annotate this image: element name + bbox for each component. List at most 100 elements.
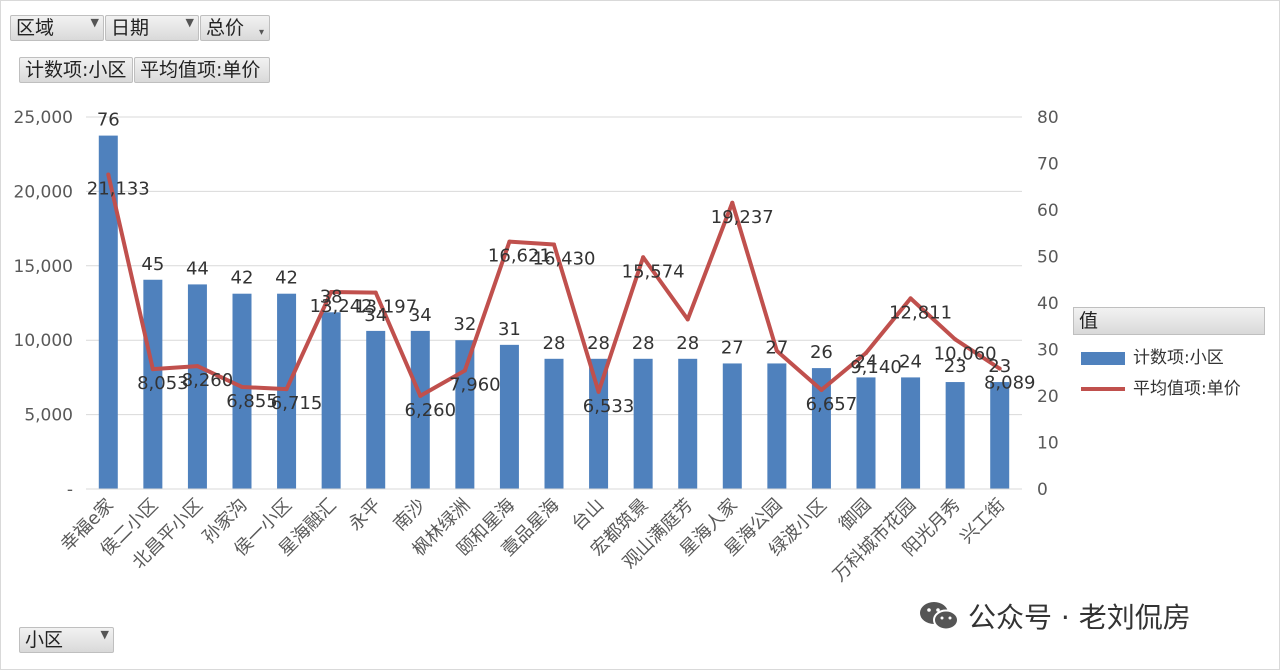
legend-item-count: 计数项:小区 [1081,343,1224,368]
bar [499,344,519,489]
data-labels: 76 45 44 42 42 38 34 34 32 31 28 28 28 28 27 27 26 24 24 23… [87,110,1036,421]
bar-value-label: 34 [364,305,387,326]
dropdown-icon: ▾ [258,27,264,38]
line-value-label: 8,089 [984,373,1036,394]
line-value-label: 8,053 [137,373,189,394]
line-point [552,242,556,247]
legend-item-avg: 平均值项:单价 [1081,374,1241,399]
bar [722,363,742,489]
y-left-tick-label: 25,000 [14,108,73,128]
date-filter-button[interactable]: 日期 ▼ [105,15,199,41]
bar-value-label: 44 [186,258,209,279]
line-value-label: 9,140 [850,357,902,378]
bar [321,312,341,489]
bar [455,340,475,489]
bar [633,358,653,489]
line-point [596,389,601,394]
avg-field-label: 平均值项:单价 [140,59,261,81]
bar-value-label: 27 [765,337,788,358]
count-field-label: 计数项:小区 [25,59,127,81]
line-value-label: 6,657 [806,394,858,415]
line-value-label: 16,621 [488,246,551,267]
y-left-tick-label: 10,000 [14,331,73,351]
wechat-icon [918,599,960,640]
legend-title[interactable]: 值 [1073,307,1265,335]
bar [366,330,386,489]
line-value-label: 6,715 [271,393,323,414]
line-value-label: 10,060 [934,343,997,364]
line-point [106,172,111,177]
line-point [953,337,958,342]
count-field-button[interactable]: 计数项:小区 [19,57,133,83]
row-field-button[interactable]: 小区 ▼ [19,627,114,653]
y-left-tick-label: 5,000 [24,406,73,426]
bar [544,358,564,489]
region-filter-button[interactable]: 区域 ▼ [10,15,104,41]
line-point [150,367,155,372]
line-value-label: 8,260 [182,370,234,391]
x-category-label: 兴工街 [956,495,1009,548]
filter-icon: ▼ [90,16,99,29]
y-right-tick-label: 10 [1037,434,1059,454]
bar [187,284,207,489]
y-right-tick-label: 40 [1037,294,1059,314]
legend-swatch-line [1081,387,1125,391]
watermark-text: 公众号 · 老刘侃房 [968,601,1191,634]
line-point [373,290,378,295]
line-value-label: 6,855 [226,391,278,412]
bar-value-label: 76 [97,110,120,131]
y-left-tick-label: 15,000 [14,257,73,277]
y-left-tick-label: 20,000 [14,182,73,202]
line-point [507,239,512,244]
bar-value-label: 28 [587,333,610,354]
bar-value-label: 23 [944,356,967,377]
bar [277,293,297,489]
bar-value-label: 38 [320,286,343,307]
line-point [685,317,690,322]
axes: - 5,000 10,000 15,000 20,000 25,000 0 10 20 30 40 5… [14,108,1059,586]
y-right-tick-label: 30 [1037,341,1059,361]
line-point [462,368,467,373]
bar [589,358,609,489]
bar-value-label: 28 [543,333,566,354]
bar-value-label: 24 [855,351,878,372]
legend-label-avg: 平均值项:单价 [1133,379,1241,399]
bar [232,293,252,489]
y-right-tick-label: 60 [1037,201,1059,221]
line-value-label: 13,242 [310,296,373,317]
filter-icon: ▼ [185,16,194,29]
x-category-label: 南沙 [390,495,430,535]
legend-swatch-bar [1081,351,1125,365]
line-point [418,393,423,398]
line-value-label: 6,533 [583,396,635,417]
line-value-label: 16,430 [533,249,596,270]
bar [678,358,698,489]
total-price-filter-label: 总价 [206,17,245,39]
total-price-filter-button[interactable]: 总价 ▾ [200,15,270,41]
line-value-label: 15,574 [622,261,685,282]
bar [945,382,965,489]
line-value-label: 7,960 [449,375,501,396]
bar [767,363,787,489]
y-right-tick-label: 80 [1037,108,1059,128]
bar-value-label: 42 [275,268,298,289]
bar [990,382,1010,489]
avg-field-button[interactable]: 平均值项:单价 [134,57,270,83]
region-filter-label: 区域 [16,17,55,39]
x-category-label: 永平 [345,495,385,535]
bar-value-label: 23 [988,356,1011,377]
y-right-tick-label: 0 [1037,480,1048,500]
bar-value-label: 32 [453,314,476,335]
line-point [284,387,289,392]
x-category-label: 御园 [835,495,875,535]
y-right-tick-label: 20 [1037,387,1059,407]
bar-value-label: 34 [409,305,432,326]
bar-value-label: 24 [899,351,922,372]
line-point [195,364,200,369]
line-point [997,366,1002,371]
bar [98,135,118,489]
y-left-tick-label: - [67,480,73,500]
bar-value-label: 26 [810,342,833,363]
line-value-label: 21,133 [87,179,150,200]
